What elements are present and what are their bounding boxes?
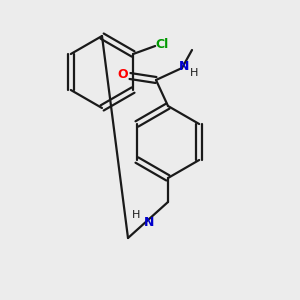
Text: H: H [190,68,198,78]
Text: H: H [132,210,140,220]
Text: N: N [144,217,154,230]
Text: O: O [118,68,128,82]
Text: N: N [179,59,189,73]
Text: Cl: Cl [156,38,169,52]
